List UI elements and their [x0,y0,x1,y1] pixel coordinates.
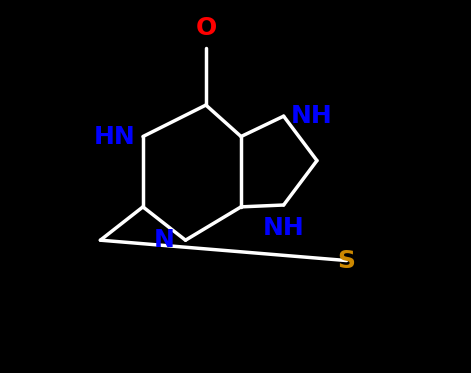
Text: S: S [338,248,356,273]
Text: HN: HN [94,125,136,148]
Text: O: O [195,16,217,40]
Text: NH: NH [263,216,305,240]
Text: N: N [154,228,174,252]
Text: NH: NH [291,104,333,128]
